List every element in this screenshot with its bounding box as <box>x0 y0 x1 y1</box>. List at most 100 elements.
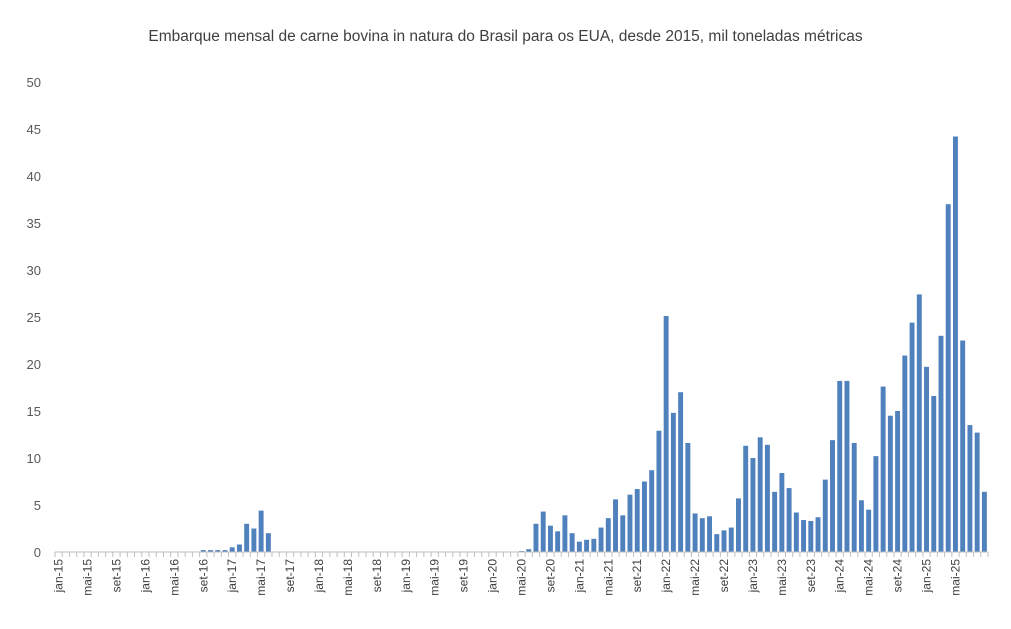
x-tick-label: mai-23 <box>775 559 789 596</box>
y-tick-label: 50 <box>27 75 41 90</box>
bar <box>924 366 929 552</box>
x-tick-label: set-23 <box>804 559 818 593</box>
bar <box>547 525 553 552</box>
x-tick-label: jan-18 <box>312 559 326 594</box>
x-tick-label: mai-18 <box>341 559 355 596</box>
x-tick-label: mai-22 <box>688 559 702 596</box>
bar <box>967 425 973 552</box>
x-tick-label: mai-17 <box>254 559 268 596</box>
bar <box>562 515 568 552</box>
bar <box>786 488 792 552</box>
bar <box>584 539 590 552</box>
bar <box>764 444 770 552</box>
bar <box>670 412 676 552</box>
bar <box>605 518 611 552</box>
bar <box>873 456 879 552</box>
bar <box>916 294 922 552</box>
bar <box>887 415 893 552</box>
bar <box>815 517 821 552</box>
x-tick-label: set-18 <box>370 559 384 593</box>
bar <box>981 491 987 552</box>
x-tick-label: jan-25 <box>920 559 934 594</box>
bar <box>714 534 720 552</box>
x-tick-label: jan-22 <box>659 559 673 594</box>
bars <box>200 136 987 552</box>
bar <box>685 442 691 552</box>
bar <box>931 395 937 552</box>
x-tick-label: mai-15 <box>81 559 95 596</box>
x-tick-label: jan-21 <box>572 559 586 594</box>
x-tick-label: jan-23 <box>746 559 760 594</box>
bar <box>728 527 734 552</box>
y-tick-label: 35 <box>27 216 41 231</box>
bar <box>576 541 582 552</box>
bar <box>236 544 242 552</box>
bar <box>634 489 640 552</box>
x-tick-label: set-21 <box>630 559 644 593</box>
bar <box>721 530 727 552</box>
bar <box>258 510 264 552</box>
bar <box>902 355 908 552</box>
bar <box>649 470 655 552</box>
x-tick-label: jan-16 <box>138 559 152 594</box>
bar <box>844 380 850 552</box>
bar <box>641 481 647 552</box>
bar <box>952 136 958 552</box>
bar <box>555 531 561 552</box>
bar <box>837 380 843 552</box>
x-axis: jan-15 mai-15 set-15 jan-16 mai-16 set-16 jan-… <box>52 551 989 596</box>
bar <box>540 511 546 552</box>
x-tick-label: jan-24 <box>833 559 847 594</box>
x-tick-label: mai-20 <box>515 559 529 596</box>
bar <box>772 491 778 552</box>
y-tick-label: 30 <box>27 263 41 278</box>
bar <box>757 437 763 552</box>
bar <box>793 512 799 552</box>
y-tick-label: 5 <box>34 498 41 513</box>
bar <box>265 533 271 552</box>
x-tick-label: set-17 <box>283 559 297 593</box>
bar <box>895 411 901 552</box>
x-tick-label: mai-25 <box>948 559 962 596</box>
x-tick-label: mai-19 <box>428 559 442 596</box>
bar <box>909 322 915 552</box>
bar <box>620 515 626 552</box>
x-tick-label: mai-21 <box>601 559 615 596</box>
x-tick-label: set-19 <box>457 559 471 593</box>
bar <box>808 520 814 552</box>
x-tick-label: set-24 <box>891 559 905 593</box>
chart-title: Embarque mensal de carne bovina in natur… <box>148 28 863 45</box>
bar <box>699 518 705 552</box>
bar <box>779 473 785 552</box>
bar <box>251 528 257 552</box>
bar <box>526 549 532 552</box>
x-tick-label: set-22 <box>717 559 731 593</box>
x-tick-label: set-15 <box>109 559 123 593</box>
y-tick-label: 20 <box>27 357 41 372</box>
bar <box>229 547 235 552</box>
y-tick-label: 15 <box>27 404 41 419</box>
bar <box>656 430 662 552</box>
bar <box>215 550 221 552</box>
x-tick-label: jan-15 <box>52 559 66 594</box>
bar <box>707 516 713 552</box>
bar <box>750 458 756 552</box>
bar <box>960 340 966 552</box>
x-tick-label: mai-24 <box>862 559 876 596</box>
bar <box>743 445 749 552</box>
bar <box>627 494 633 552</box>
bar <box>598 527 604 552</box>
bar <box>613 499 618 552</box>
bar <box>801 520 807 552</box>
y-tick-label: 45 <box>27 122 41 137</box>
x-tick-label: jan-20 <box>486 559 500 594</box>
x-tick-label: set-16 <box>196 559 210 593</box>
bar <box>945 204 951 552</box>
x-tick-label: jan-19 <box>399 559 413 594</box>
bar <box>822 479 828 552</box>
bar <box>244 523 250 552</box>
x-tick-label: mai-16 <box>167 559 181 596</box>
bar <box>663 316 669 552</box>
bar <box>222 550 228 552</box>
